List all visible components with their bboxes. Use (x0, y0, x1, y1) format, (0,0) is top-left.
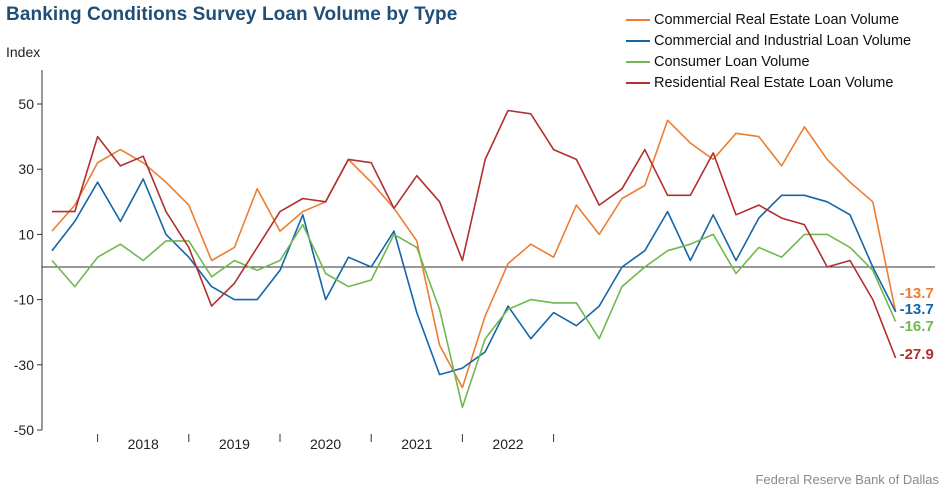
x-tick-label: 2020 (310, 436, 341, 452)
series-line-3 (52, 109, 897, 359)
legend-item-commercial-industrial: Commercial and Industrial Loan Volume (626, 30, 911, 51)
end-labels: -13.7-13.7-16.7-27.9 (900, 285, 934, 363)
legend-swatch-consumer (626, 60, 650, 63)
legend-swatch-commercial-industrial (626, 39, 650, 42)
chart-title: Banking Conditions Survey Loan Volume by… (6, 4, 458, 25)
end-value-label-2: -16.7 (900, 318, 934, 335)
y-tick-label: -30 (14, 357, 34, 373)
x-tick-label: 2019 (219, 436, 250, 452)
legend-label-consumer: Consumer Loan Volume (654, 53, 810, 70)
series-line-0 (51, 119, 897, 389)
series-lines (51, 109, 897, 409)
legend-label-commercial-real-estate: Commercial Real Estate Loan Volume (654, 11, 900, 28)
axes: 50 30 10 -10 -30 -50 2018 2019 2020 2021 2022 (14, 70, 935, 452)
end-value-label-1: -13.7 (900, 301, 934, 318)
x-tick-label: 2022 (492, 436, 523, 452)
legend-swatch-commercial-real-estate (626, 18, 650, 21)
legend-label-commercial-industrial: Commercial and Industrial Loan Volume (654, 32, 912, 49)
legend-item-consumer: Consumer Loan Volume (626, 51, 911, 72)
y-tick-label: -10 (14, 292, 34, 308)
series-line-2 (51, 223, 897, 409)
y-tick-label: 10 (18, 226, 34, 242)
legend: Commercial Real Estate Loan Volume Comme… (626, 9, 911, 93)
legend-item-residential-real-estate: Residential Real Estate Loan Volume (626, 72, 911, 93)
series-line-1 (51, 178, 897, 376)
legend-swatch-residential-real-estate (626, 81, 650, 84)
end-value-label-3: -27.9 (900, 346, 934, 363)
source-note: Federal Reserve Bank of Dallas (755, 472, 939, 487)
legend-label-residential-real-estate: Residential Real Estate Loan Volume (654, 74, 894, 91)
legend-item-commercial-real-estate: Commercial Real Estate Loan Volume (626, 9, 911, 30)
y-tick-label: 30 (18, 161, 34, 177)
y-axis-label: Index (6, 44, 41, 60)
y-tick-label: -50 (14, 422, 34, 438)
y-tick-label: 50 (18, 96, 34, 112)
x-tick-label: 2018 (128, 436, 159, 452)
end-value-label-0: -13.7 (900, 285, 934, 302)
x-tick-label: 2021 (401, 436, 432, 452)
